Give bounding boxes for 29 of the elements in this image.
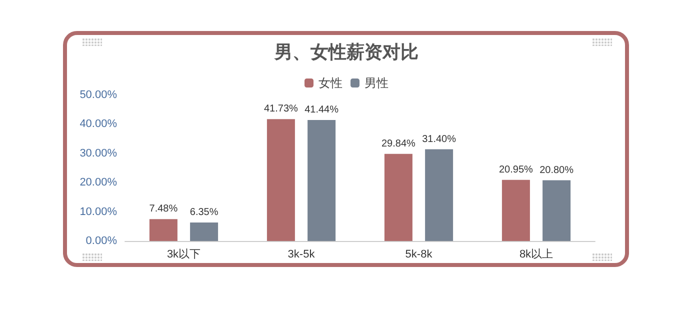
legend-label: 女性 [318, 76, 342, 90]
bar [502, 180, 530, 241]
x-tick-label: 8k以上 [519, 248, 554, 260]
data-label: 7.48% [149, 204, 178, 215]
data-label: 29.84% [381, 138, 416, 150]
data-label: 6.35% [190, 206, 218, 218]
data-label: 41.73% [264, 104, 298, 115]
y-tick-label: 50.00% [80, 89, 118, 101]
data-label: 41.44% [304, 104, 339, 116]
bar [542, 180, 571, 241]
x-tick-label: 3k以下 [166, 248, 201, 260]
x-tick-label: 3k-5k [288, 248, 316, 260]
x-tick-label: 5k-8k [405, 248, 433, 260]
y-tick-label: 0.00% [86, 235, 118, 247]
legend-label: 男性 [364, 76, 388, 90]
data-label: 31.40% [422, 134, 456, 145]
bar [266, 119, 295, 241]
bar [149, 219, 178, 241]
y-tick-label: 10.00% [80, 206, 118, 218]
bar [190, 222, 218, 241]
bar [384, 154, 412, 241]
bar [425, 149, 454, 241]
data-label: 20.80% [540, 164, 574, 176]
bar [308, 120, 336, 241]
y-tick-label: 20.00% [80, 176, 118, 189]
y-tick-label: 30.00% [80, 147, 118, 160]
y-tick-label: 40.00% [80, 118, 118, 130]
data-label: 20.95% [498, 164, 534, 176]
chart-title: 男、女性薪资对比 [274, 42, 418, 62]
